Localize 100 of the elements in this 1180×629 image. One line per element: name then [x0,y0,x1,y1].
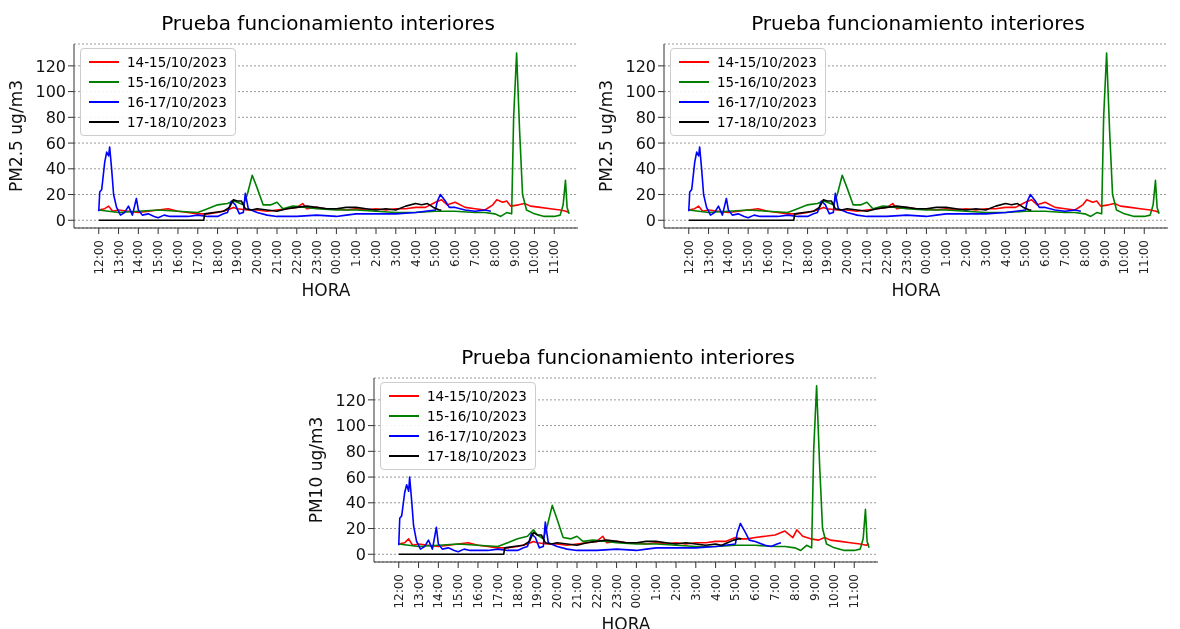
x-tick-label: 10:00 [1117,240,1132,275]
x-tick-label: 8:00 [487,240,502,267]
y-tick-label: 80 [345,442,366,462]
x-tick-label: 4:00 [408,240,423,267]
x-tick-label: 12:00 [91,240,106,275]
line-series [687,146,1082,219]
x-tick-label: 19:00 [820,240,835,275]
y-tick-label: 60 [45,133,66,153]
x-tick-label: 4:00 [708,574,723,601]
y-tick-label: 100 [35,82,66,102]
legend-label: 16-17/10/2023 [427,427,527,446]
legend-label: 15-16/10/2023 [127,73,227,92]
x-tick-label: 18:00 [510,574,525,609]
x-tick-label: 7:00 [1058,240,1073,267]
x-tick-label: 00:00 [629,574,644,609]
x-axis-title: HORA [891,280,941,300]
x-tick-label: 1:00 [649,574,664,601]
x-tick-label: 11:00 [847,574,862,609]
x-tick-label: 14:00 [131,240,146,275]
x-tick-label: 17:00 [190,240,205,275]
x-tick-label: 7:00 [468,240,483,267]
x-tick-label: 13:00 [701,240,716,275]
y-tick-label: 40 [345,493,366,513]
x-tick-label: 23:00 [899,240,914,275]
x-tick-label: 6:00 [448,240,463,267]
x-tick-label: 3:00 [978,240,993,267]
x-tick-label: 1:00 [349,240,364,267]
x-tick-label: 21:00 [569,574,584,609]
x-tick-label: 9:00 [1097,240,1112,267]
x-tick-label: 5:00 [428,240,443,267]
x-tick-label: 11:00 [1137,240,1152,275]
x-tick-label: 16:00 [170,240,185,275]
x-tick-label: 17:00 [780,240,795,275]
x-tick-label: 10:00 [827,574,842,609]
x-tick-label: 4:00 [998,240,1013,267]
x-tick-label: 22:00 [289,240,304,275]
line-series [687,52,1160,218]
x-tick-label: 13:00 [111,240,126,275]
y-tick-label: 60 [345,467,366,487]
legend-label: 14-15/10/2023 [717,53,817,72]
x-tick-label: 18:00 [210,240,225,275]
y-axis-title: PM2.5 ug/m3 [6,79,27,193]
x-tick-label: 8:00 [787,574,802,601]
x-tick-label: 14:00 [721,240,736,275]
x-tick-label: 15:00 [741,240,756,275]
y-tick-label: 40 [635,159,656,179]
line-series [397,531,743,556]
x-tick-label: 16:00 [470,574,485,609]
y-tick-label: 60 [635,133,656,153]
x-tick-label: 5:00 [728,574,743,601]
y-tick-label: 0 [355,544,366,564]
line-series [97,52,570,218]
x-tick-label: 20:00 [550,574,565,609]
x-tick-label: 3:00 [688,574,703,601]
x-tick-label: 11:00 [547,240,562,275]
x-tick-label: 21:00 [859,240,874,275]
chart-title: Prueba funcionamiento interiores [750,10,1086,37]
y-tick-label: 120 [625,56,656,76]
legend-label: 15-16/10/2023 [717,73,817,92]
x-tick-label: 12:00 [681,240,696,275]
y-tick-label: 20 [635,185,656,205]
x-tick-label: 20:00 [840,240,855,275]
y-tick-label: 120 [335,390,366,410]
x-tick-label: 3:00 [388,240,403,267]
x-tick-label: 18:00 [800,240,815,275]
y-tick-label: 80 [635,108,656,128]
x-tick-label: 14:00 [431,574,446,609]
x-tick-label: 00:00 [329,240,344,275]
x-tick-label: 23:00 [609,574,624,609]
legend-label: 17-18/10/2023 [427,447,527,466]
y-tick-label: 120 [35,56,66,76]
x-tick-label: 2:00 [959,240,973,267]
y-tick-label: 40 [45,159,66,179]
y-axis-title: PM2.5 ug/m3 [596,79,617,193]
x-tick-label: 19:00 [230,240,245,275]
legend-label: 15-16/10/2023 [427,407,527,426]
x-tick-label: 21:00 [269,240,284,275]
x-tick-label: 12:00 [391,574,406,609]
y-tick-label: 20 [345,519,366,539]
legend-label: 17-18/10/2023 [717,113,817,132]
x-tick-label: 8:00 [1077,240,1092,267]
line-series [687,198,1033,222]
y-tick-label: 100 [335,416,366,436]
x-tick-label: 22:00 [589,574,604,609]
line-series [97,198,443,222]
x-tick-label: 15:00 [451,574,466,609]
x-tick-label: 2:00 [369,240,383,267]
legend-label: 16-17/10/2023 [127,93,227,112]
x-tick-label: 1:00 [939,240,954,267]
y-tick-label: 0 [645,210,656,230]
line-series [397,384,870,552]
x-tick-label: 19:00 [530,574,545,609]
x-tick-label: 20:00 [250,240,265,275]
line-series [397,476,782,553]
y-tick-label: 100 [625,82,656,102]
x-tick-label: 2:00 [669,574,683,601]
x-tick-label: 00:00 [919,240,934,275]
y-tick-label: 20 [45,185,66,205]
x-tick-label: 16:00 [760,240,775,275]
y-tick-label: 0 [55,210,66,230]
